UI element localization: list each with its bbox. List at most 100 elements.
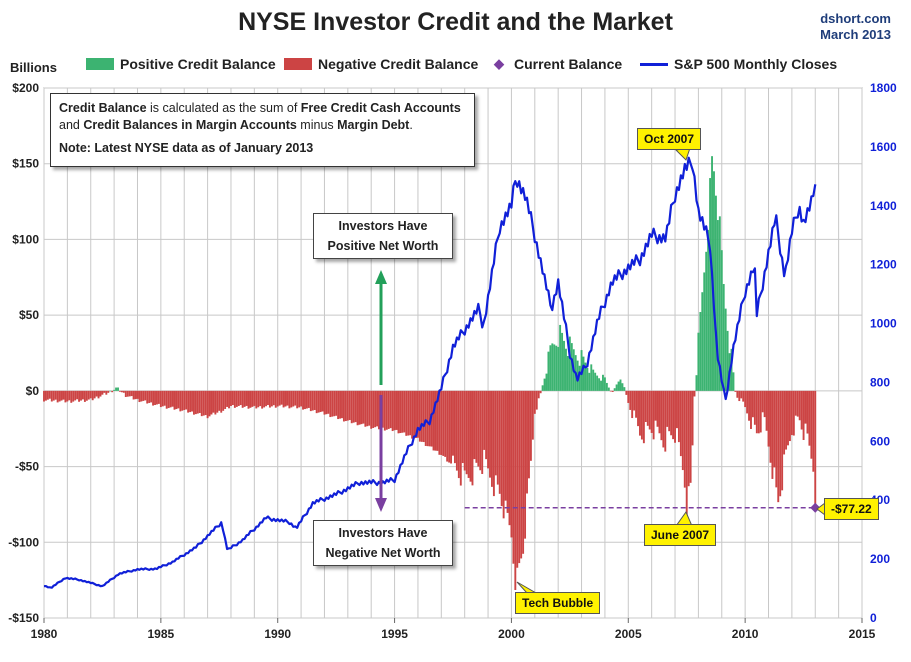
bar-negative <box>506 390 509 513</box>
bar-negative <box>500 390 503 507</box>
bar-negative <box>535 390 538 410</box>
source-line-2: March 2013 <box>820 27 891 42</box>
bar-negative <box>492 390 495 497</box>
bar-negative <box>366 390 369 427</box>
bar-negative <box>294 390 297 406</box>
bar-negative <box>325 390 328 415</box>
bar-negative <box>662 390 665 448</box>
bar-negative <box>650 390 653 433</box>
current-balance-marker <box>810 502 821 513</box>
bar-negative <box>401 390 404 433</box>
bar-negative <box>185 390 188 410</box>
bar-negative <box>420 390 423 442</box>
bar-negative <box>426 390 429 447</box>
bar-positive <box>718 216 721 391</box>
bar-negative <box>629 390 632 410</box>
bar-negative <box>411 390 414 439</box>
bar-negative <box>52 390 55 401</box>
bar-negative <box>99 390 102 397</box>
bar-negative <box>97 390 100 399</box>
bar-negative <box>91 390 94 401</box>
bar-negative <box>796 390 799 417</box>
bar-negative <box>272 390 275 406</box>
bar-negative <box>122 390 125 393</box>
bar-positive <box>709 178 712 391</box>
x-tick-label: 2005 <box>615 627 642 641</box>
bar-negative <box>132 390 135 400</box>
bar-negative <box>226 390 229 407</box>
bar-negative <box>526 390 528 494</box>
y-left-tick-label: $50 <box>19 308 39 322</box>
bar-negative <box>611 390 614 392</box>
bar-negative <box>528 390 530 479</box>
bar-negative <box>473 390 476 460</box>
bar-positive <box>596 375 599 391</box>
bar-negative <box>660 390 663 441</box>
bar-negative <box>276 390 279 407</box>
bar-positive <box>545 373 548 391</box>
bar-negative <box>368 390 371 426</box>
y-right-tick-label: 600 <box>870 434 890 448</box>
bar-negative <box>346 390 349 421</box>
legend-current: ◆ Current Balance <box>494 56 622 72</box>
bar-negative <box>120 390 123 393</box>
bar-negative <box>66 390 69 402</box>
bar-negative <box>323 390 326 415</box>
bar-negative <box>350 390 353 424</box>
bar-negative <box>309 390 312 412</box>
label-june-2007: June 2007 <box>644 524 717 546</box>
bar-negative <box>757 390 760 434</box>
bar-negative <box>315 390 318 414</box>
bar-negative <box>792 390 795 436</box>
bar-negative <box>56 390 59 403</box>
bar-negative <box>516 390 519 568</box>
callout-positive: Investors Have Positive Net Worth <box>313 213 453 259</box>
x-tick-label: 2010 <box>732 627 759 641</box>
bar-negative <box>335 390 338 416</box>
bar-negative <box>442 390 445 456</box>
note-latest: Note: Latest NYSE data as of January 201… <box>59 141 314 155</box>
x-tick-label: 1990 <box>264 627 291 641</box>
bar-positive <box>603 377 606 391</box>
bar-negative <box>677 390 680 443</box>
note-t6: minus <box>296 118 338 132</box>
bar-negative <box>327 390 330 414</box>
bar-negative <box>171 390 174 407</box>
bar-negative <box>409 390 412 436</box>
bar-negative <box>142 390 145 401</box>
bar-positive <box>732 372 735 391</box>
bar-negative <box>253 390 256 406</box>
bar-negative <box>48 390 51 399</box>
legend-negative-swatch <box>284 58 312 70</box>
source-line-1: dshort.com <box>820 11 891 26</box>
bar-negative <box>230 390 232 406</box>
bar-negative <box>736 390 739 398</box>
bar-negative <box>391 390 394 432</box>
bar-negative <box>625 390 628 395</box>
bar-negative <box>74 390 77 401</box>
bar-negative <box>317 390 320 413</box>
bar-positive <box>705 251 708 391</box>
bar-negative <box>216 390 219 413</box>
y-right-tick-label: 200 <box>870 552 890 566</box>
y-right-tick-label: 800 <box>870 375 890 389</box>
bar-negative <box>292 390 295 407</box>
bar-negative <box>798 390 801 421</box>
bar-negative <box>685 390 688 520</box>
bar-negative <box>385 390 388 430</box>
bar-negative <box>245 390 248 406</box>
bar-negative <box>362 390 365 424</box>
callout-negative: Investors Have Negative Net Worth <box>313 520 453 566</box>
bar-negative <box>664 390 667 452</box>
bar-negative <box>214 390 217 415</box>
bar-negative <box>360 390 363 425</box>
bar-negative <box>399 390 402 434</box>
bar-negative <box>627 390 630 403</box>
x-tick-label: 1980 <box>31 627 58 641</box>
bar-negative <box>284 390 287 407</box>
bar-negative <box>329 390 332 418</box>
bar-negative <box>78 390 81 402</box>
bar-negative <box>812 390 815 472</box>
bar-negative <box>95 390 98 397</box>
